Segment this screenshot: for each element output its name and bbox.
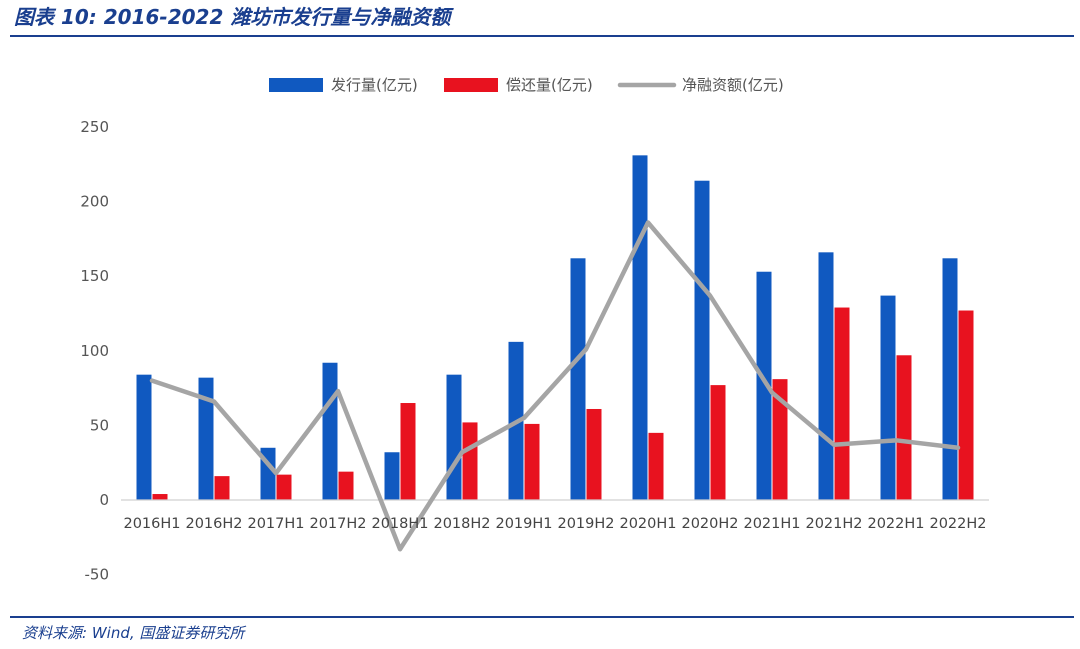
legend-repayment: 偿还量(亿元) (444, 76, 593, 94)
net-financing-chart: 发行量(亿元) 偿还量(亿元) 净融资额(亿元) 250 200 150 100 50 0 -5… (80, 76, 989, 584)
legend-issuance-label: 发行量(亿元) (331, 76, 418, 94)
x-tick-label: 2018H1 (371, 516, 428, 532)
bar-repayment (710, 385, 726, 500)
bar-repayment (524, 423, 540, 500)
y-tick-label: 150 (80, 267, 109, 285)
bar-issuance (136, 374, 152, 500)
bar-repayment (772, 379, 788, 500)
legend-issuance-swatch (269, 78, 323, 92)
bar-repayment (958, 310, 974, 500)
bar-repayment (462, 422, 478, 500)
bar-issuance (570, 258, 586, 500)
legend-issuance: 发行量(亿元) (269, 76, 418, 94)
bar-issuance (632, 155, 648, 500)
chart-legend: 发行量(亿元) 偿还量(亿元) 净融资额(亿元) (269, 76, 784, 94)
x-tick-label: 2020H2 (681, 516, 738, 532)
bar-repayment (896, 355, 912, 500)
bar-issuance (198, 377, 214, 500)
source-note: 资料来源: Wind, 国盛证券研究所 (22, 624, 245, 642)
bar-issuance (322, 362, 338, 500)
bar-repayment (648, 432, 664, 500)
bar-issuance (384, 452, 400, 500)
bar-issuance (880, 295, 896, 500)
bar-repayment (214, 476, 230, 500)
bar-repayment (586, 408, 602, 500)
bar-repayment (834, 307, 850, 500)
x-tick-label: 2019H1 (495, 516, 552, 532)
bar-repayment (338, 471, 354, 500)
x-tick-label: 2016H1 (123, 516, 180, 532)
y-tick-label: -50 (85, 566, 110, 584)
x-tick-label: 2021H1 (743, 516, 800, 532)
x-axis: 2016H1 2016H2 2017H1 2017H2 2018H1 2018H2 2019… (123, 516, 986, 532)
y-tick-label: 0 (99, 491, 109, 509)
x-tick-label: 2017H1 (247, 516, 304, 532)
bar-issuance (756, 271, 772, 500)
title-rule (10, 35, 1074, 37)
figure-title: 图表 10: 2016-2022 潍坊市发行量与净融资额 (14, 5, 451, 29)
line-series (149, 220, 961, 552)
x-tick-label: 2022H2 (929, 516, 986, 532)
y-tick-label: 250 (80, 118, 109, 136)
y-tick-label: 50 (90, 416, 109, 434)
legend-net-financing: 净融资额(亿元) (617, 76, 784, 94)
line-net-financing (149, 220, 961, 552)
x-tick-label: 2022H1 (867, 516, 924, 532)
bar-repayment (400, 403, 416, 500)
legend-repayment-label: 偿还量(亿元) (506, 76, 593, 94)
y-tick-label: 100 (80, 342, 109, 360)
x-tick-label: 2017H2 (309, 516, 366, 532)
legend-net-financing-label: 净融资额(亿元) (682, 76, 784, 94)
bar-series (136, 155, 974, 500)
footer-rule (10, 616, 1074, 618)
x-tick-label: 2020H1 (619, 516, 676, 532)
x-tick-label: 2019H2 (557, 516, 614, 532)
bar-issuance (446, 374, 462, 500)
bar-issuance (942, 258, 958, 500)
x-tick-label: 2021H2 (805, 516, 862, 532)
y-tick-label: 200 (80, 193, 109, 211)
bar-repayment (152, 494, 168, 500)
bar-issuance (694, 180, 710, 500)
x-tick-label: 2018H2 (433, 516, 490, 532)
bar-repayment (276, 474, 292, 500)
x-tick-label: 2016H2 (185, 516, 242, 532)
y-axis: 250 200 150 100 50 0 -50 (80, 118, 109, 584)
legend-repayment-swatch (444, 78, 498, 92)
bar-issuance (818, 252, 834, 500)
